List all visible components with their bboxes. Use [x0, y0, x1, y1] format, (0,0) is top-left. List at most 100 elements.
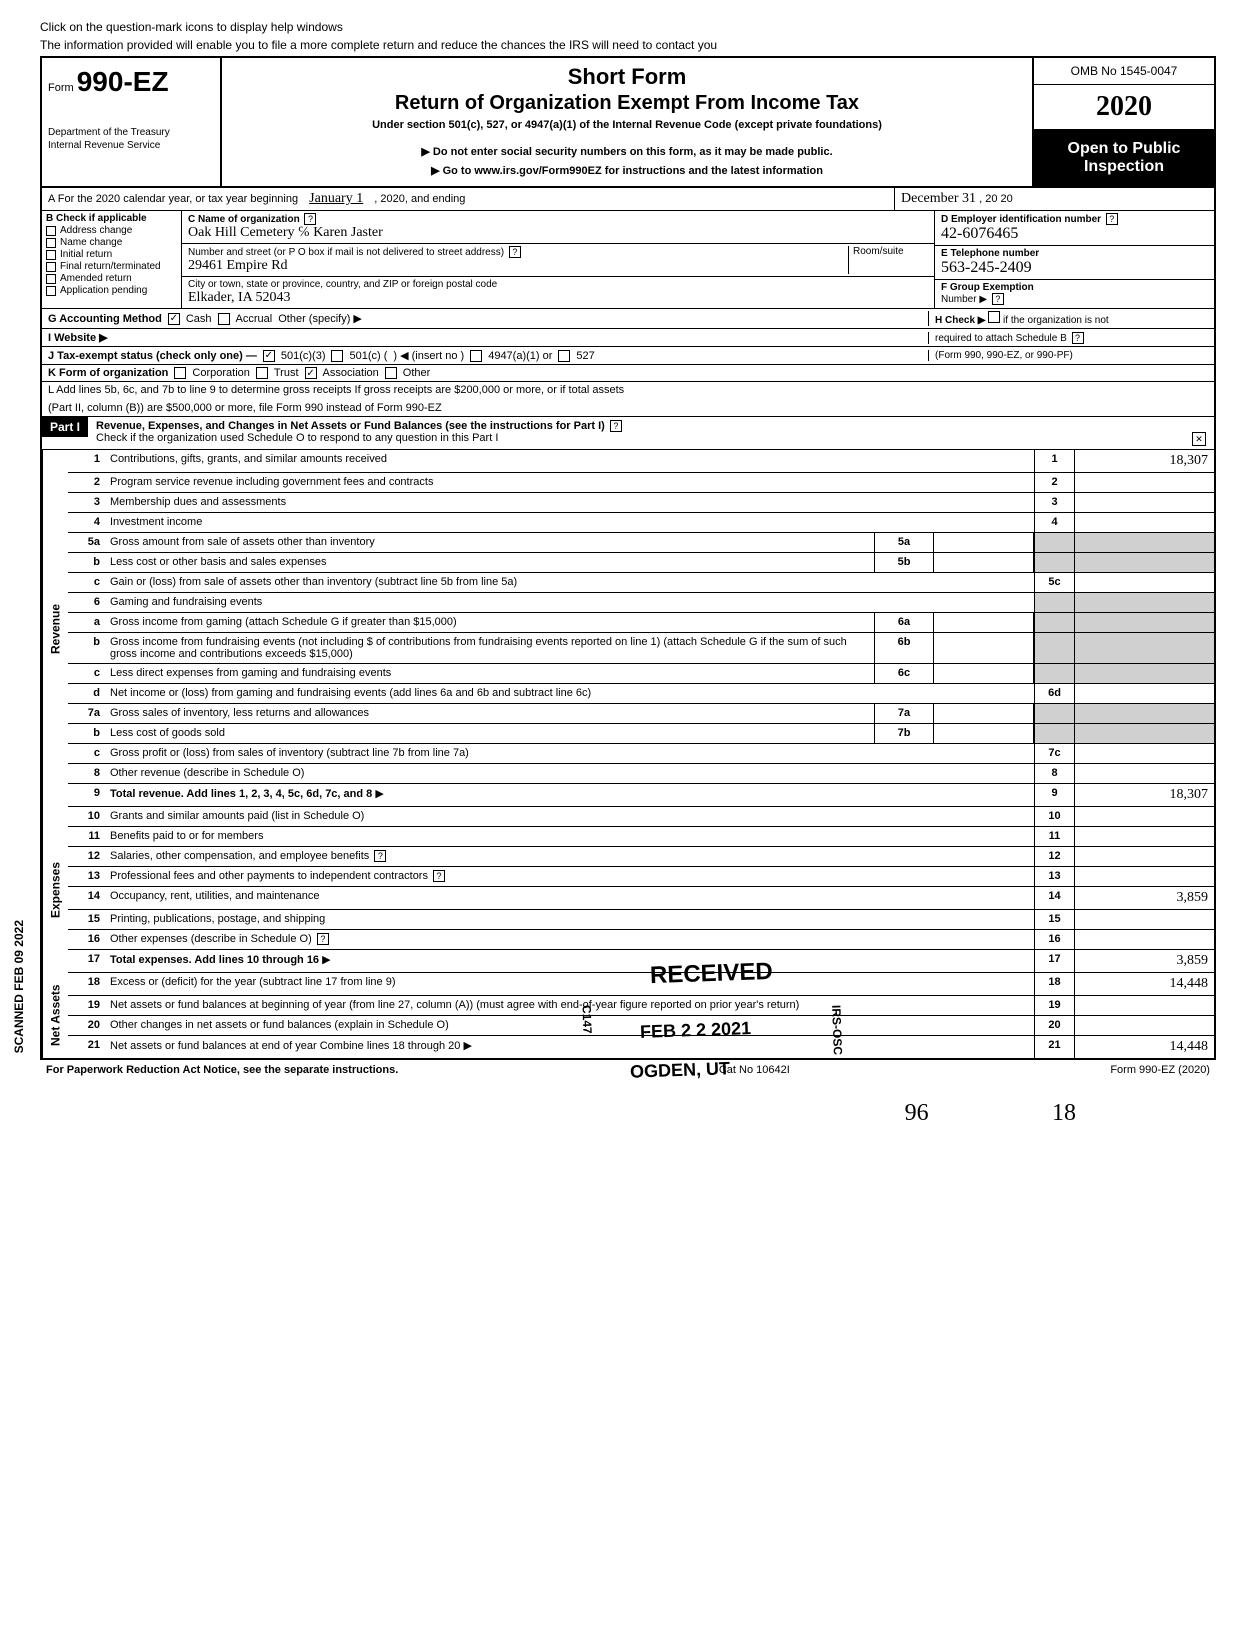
ln17-box: 17: [1034, 950, 1074, 972]
help-icon[interactable]: ?: [304, 213, 316, 225]
chk-initial[interactable]: [46, 250, 56, 260]
ln6a-num: a: [68, 613, 104, 632]
ln7b-sub: 7b: [874, 724, 934, 743]
chk-h[interactable]: [988, 311, 1000, 323]
row-a-mid: , 2020, and ending: [374, 193, 465, 205]
chk-corp[interactable]: [174, 367, 186, 379]
lbl-527: 527: [576, 350, 594, 362]
chk-accrual[interactable]: [218, 313, 230, 325]
h-text2: required to attach Schedule B: [935, 333, 1067, 344]
chk-cash[interactable]: [168, 313, 180, 325]
ln8-box: 8: [1034, 764, 1074, 783]
chk-address[interactable]: [46, 226, 56, 236]
instruction-line-2: The information provided will enable you…: [40, 38, 1216, 52]
ln20-text: Other changes in net assets or fund bala…: [104, 1016, 1034, 1035]
ln15-val: [1074, 910, 1214, 929]
ln6d-box: 6d: [1034, 684, 1074, 703]
help-icon[interactable]: ?: [1106, 213, 1118, 225]
ln8-val: [1074, 764, 1214, 783]
ln7c-box: 7c: [1034, 744, 1074, 763]
ln6b-shade2: [1074, 633, 1214, 663]
i-label: I Website ▶: [48, 331, 108, 344]
ln18-text: Excess or (deficit) for the year (subtra…: [104, 973, 1034, 995]
ln21-box: 21: [1034, 1036, 1074, 1058]
ln7c-num: c: [68, 744, 104, 763]
ln5a-shade: [1034, 533, 1074, 552]
ln12-text: Salaries, other compensation, and employ…: [110, 850, 369, 862]
lbl-4947: 4947(a)(1) or: [488, 350, 552, 362]
help-icon[interactable]: ?: [374, 850, 386, 862]
ln19-text: Net assets or fund balances at beginning…: [104, 996, 1034, 1015]
ln1-text: Contributions, gifts, grants, and simila…: [104, 450, 1034, 472]
help-icon[interactable]: ?: [433, 870, 445, 882]
lbl-trust: Trust: [274, 367, 299, 379]
help-icon[interactable]: ?: [509, 246, 521, 258]
phone-val: 563-245-2409: [941, 259, 1032, 276]
org-name: Oak Hill Cemetery ℅ Karen Jaster: [188, 225, 383, 240]
ln7a-sub: 7a: [874, 704, 934, 723]
ln6a-text: Gross income from gaming (attach Schedul…: [104, 613, 874, 632]
ln13-text: Professional fees and other payments to …: [110, 870, 428, 882]
ln4-box: 4: [1034, 513, 1074, 532]
ln2-text: Program service revenue including govern…: [104, 473, 1034, 492]
ln1-box: 1: [1034, 450, 1074, 472]
bottom-n2: 18: [1052, 1100, 1076, 1126]
chk-name[interactable]: [46, 238, 56, 248]
ln14-num: 14: [68, 887, 104, 909]
ln14-val: 3,859: [1074, 887, 1214, 909]
h-label: H Check ▶: [935, 315, 985, 326]
ln11-val: [1074, 827, 1214, 846]
under-section: Under section 501(c), 527, or 4947(a)(1)…: [232, 119, 1022, 131]
chk-501c3[interactable]: [263, 350, 275, 362]
ln6c-sub: 6c: [874, 664, 934, 683]
ln18-num: 18: [68, 973, 104, 995]
chk-other[interactable]: [385, 367, 397, 379]
short-form-title: Short Form: [232, 64, 1022, 90]
ln6b-subval: [934, 633, 1034, 663]
h-text3: (Form 990, 990-EZ, or 990-PF): [935, 350, 1073, 361]
help-icon[interactable]: ?: [317, 933, 329, 945]
ln7a-subval: [934, 704, 1034, 723]
ln6c-shade: [1034, 664, 1074, 683]
ln10-text: Grants and similar amounts paid (list in…: [104, 807, 1034, 826]
ln3-num: 3: [68, 493, 104, 512]
help-icon[interactable]: ?: [1072, 332, 1084, 344]
ln8-text: Other revenue (describe in Schedule O): [104, 764, 1034, 783]
chk-pending[interactable]: [46, 286, 56, 296]
chk-part1[interactable]: ✕: [1192, 432, 1206, 446]
ln14-box: 14: [1034, 887, 1074, 909]
ln21-text: Net assets or fund balances at end of ye…: [110, 1040, 460, 1052]
chk-amended[interactable]: [46, 274, 56, 284]
chk-assoc[interactable]: [305, 367, 317, 379]
chk-trust[interactable]: [256, 367, 268, 379]
lbl-address: Address change: [60, 225, 132, 236]
bottom-n1: 96: [905, 1100, 929, 1126]
chk-4947[interactable]: [470, 350, 482, 362]
help-icon[interactable]: ?: [992, 293, 1004, 305]
lbl-amended: Amended return: [60, 273, 132, 284]
ln12-num: 12: [68, 847, 104, 866]
chk-final[interactable]: [46, 262, 56, 272]
help-icon[interactable]: ?: [610, 420, 622, 432]
ln5a-sub: 5a: [874, 533, 934, 552]
ln9-box: 9: [1034, 784, 1074, 806]
f-label: F Group Exemption: [941, 282, 1034, 293]
ln4-val: [1074, 513, 1214, 532]
dept-irs: Internal Revenue Service: [48, 139, 214, 152]
ln13-val: [1074, 867, 1214, 886]
ln6d-text: Net income or (loss) from gaming and fun…: [104, 684, 1034, 703]
chk-501c[interactable]: [331, 350, 343, 362]
lbl-pending: Application pending: [60, 285, 147, 296]
e-label: E Telephone number: [941, 248, 1039, 259]
lbl-other: Other: [403, 367, 431, 379]
lbl-name: Name change: [60, 237, 122, 248]
h-text: if the organization is not: [1003, 315, 1109, 326]
ln19-val: [1074, 996, 1214, 1015]
chk-527[interactable]: [558, 350, 570, 362]
ln6-num: 6: [68, 593, 104, 612]
ln5a-text: Gross amount from sale of assets other t…: [104, 533, 874, 552]
omb-number: OMB No 1545-0047: [1034, 58, 1214, 85]
ln20-box: 20: [1034, 1016, 1074, 1035]
footer-left: For Paperwork Reduction Act Notice, see …: [46, 1064, 398, 1076]
ln17-num: 17: [68, 950, 104, 972]
